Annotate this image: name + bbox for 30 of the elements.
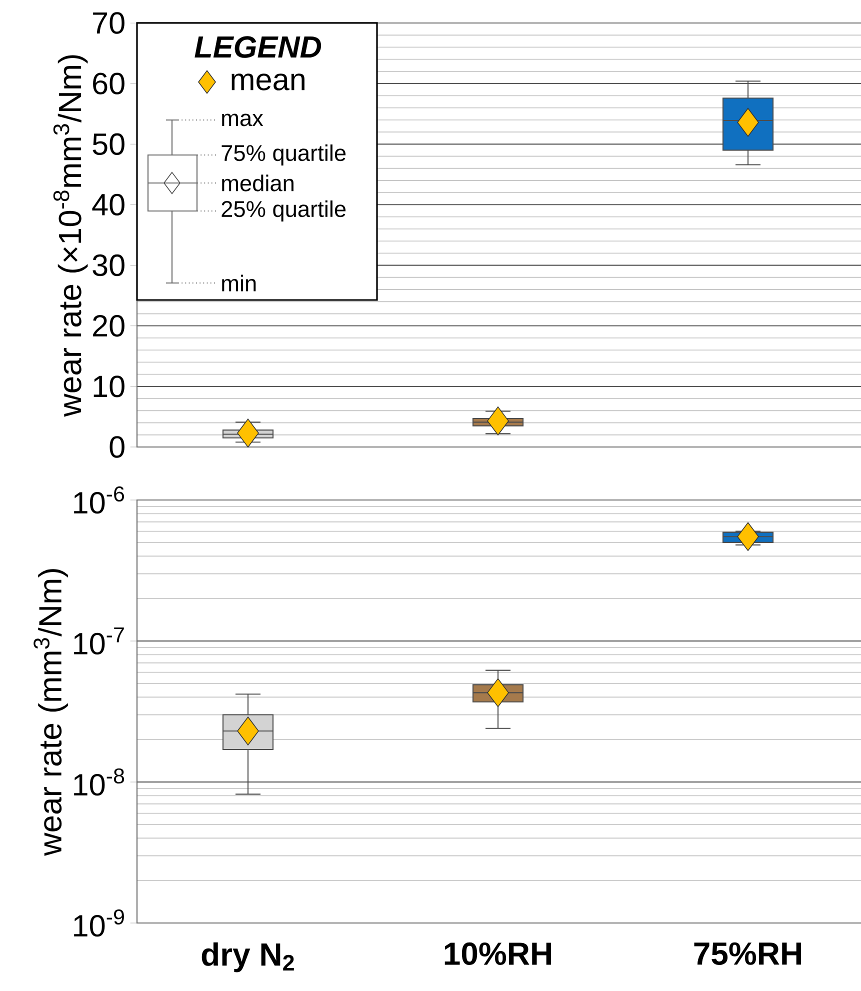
legend-title: LEGEND — [194, 36, 322, 58]
y-tick-label: 0 — [110, 436, 124, 458]
y-tick-label: 20 — [93, 314, 124, 337]
y-axis-title: wear rate (×10$^{-8}$mm$^{3}$/Nm) — [53, 55, 88, 417]
legend-label: mean — [232, 74, 304, 90]
point — [487, 678, 509, 708]
annotation: median — [222, 174, 294, 192]
y-tick-label: 60 — [93, 72, 124, 94]
annotation: 75% quartile — [222, 144, 346, 166]
point — [237, 716, 259, 746]
annotation: max — [222, 114, 264, 126]
annotation: min — [222, 274, 256, 292]
y-tick-label: 10$^{-6}$ — [74, 486, 124, 514]
y-axis-title: wear rate (mm$^{3}$/Nm) — [34, 569, 68, 856]
y-tick-label: 10 — [94, 376, 124, 398]
y-tick-label: 70 — [93, 12, 124, 34]
x-tick-label: 75%RH — [694, 942, 801, 965]
point — [237, 418, 259, 448]
point — [737, 522, 759, 552]
y-tick-label: 30 — [92, 254, 124, 276]
x-tick-label: dry N$_{2}$ — [202, 942, 294, 972]
y-tick-label: 10$^{-8}$ — [74, 768, 124, 796]
y-tick-label: 40 — [92, 194, 124, 216]
point — [737, 108, 759, 137]
x-tick-label: 10%RH — [444, 942, 551, 966]
y-tick-label: 50 — [92, 133, 124, 155]
point — [487, 406, 509, 436]
y-tick-label: 10$^{-9}$ — [74, 909, 124, 937]
y-tick-label: 10$^{-7}$ — [74, 627, 124, 655]
annotation: 25% quartile — [222, 200, 346, 222]
